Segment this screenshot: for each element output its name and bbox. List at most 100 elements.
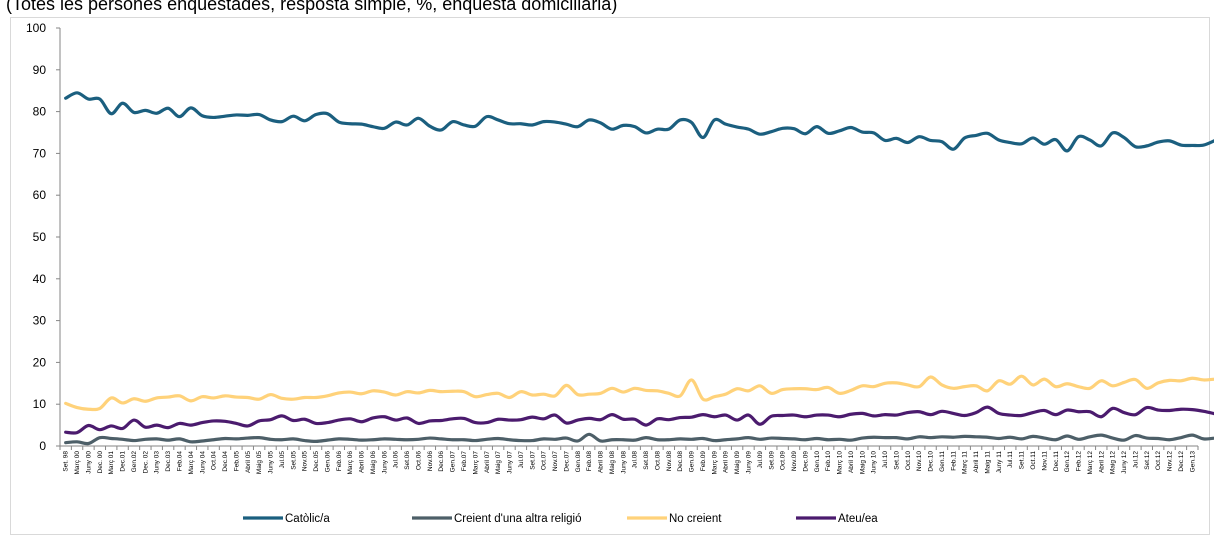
x-tick-label: Set.06	[404, 451, 411, 470]
x-tick-label: Jul.10	[882, 451, 889, 469]
x-tick-label: Dec.03	[165, 451, 172, 472]
x-tick-label: Dec.05	[313, 451, 320, 472]
x-tick-label: Gen.12	[1064, 451, 1071, 473]
x-tick-label: Jul.05	[279, 451, 286, 469]
x-tick-label: Dec.01	[120, 451, 127, 472]
x-tick-label: Jul.09	[757, 451, 764, 469]
x-tick-label: Gen.06	[324, 451, 331, 473]
x-tick-label: Feb.12	[1076, 451, 1083, 472]
legend-label-3: No creient	[669, 513, 722, 525]
x-tick-label: Nov.05	[302, 451, 309, 471]
x-tick-label: Dec.08	[677, 451, 684, 472]
x-tick-label: Feb.07	[461, 451, 468, 472]
x-tick-label: Jul.12	[1132, 451, 1139, 469]
chart-frame	[10, 17, 1210, 535]
x-tick-label: Maig 05	[256, 451, 263, 475]
x-axis-ticks: Set. 98 Març 00 Juny 00 Dec. 00 Març 01 Dec.0…	[59, 446, 1199, 475]
x-tick-label: Feb.04	[176, 451, 183, 472]
legend-label-2: Creient d'una altra religió	[454, 513, 582, 525]
x-tick-label: Oct.07	[541, 451, 548, 471]
x-tick-label: Set.10	[893, 451, 900, 470]
x-tick-label: Dec.09	[802, 451, 809, 472]
x-tick-label: Oct.09	[780, 451, 787, 471]
x-tick-label: Feb.09	[700, 451, 707, 472]
x-tick-label: Gen.07	[450, 451, 457, 473]
x-tick-label: Gen.10	[814, 451, 821, 473]
x-tick-label: Jul.08	[632, 451, 639, 469]
x-tick-label: Dec.10	[928, 451, 935, 472]
x-tick-label: Maig 11	[984, 451, 991, 474]
x-tick-label: Juny 06	[381, 451, 388, 474]
x-tick-label: Nov.09	[791, 451, 798, 471]
x-tick-label: Set.11	[1019, 451, 1026, 470]
x-tick-label: Juny 04	[199, 451, 206, 474]
x-tick-label: Dec. 02	[142, 451, 149, 474]
x-tick-label: Oct.10	[905, 451, 912, 471]
x-tick-label: Set.07	[529, 451, 536, 470]
x-tick-label: Gen.09	[689, 451, 696, 473]
legend-label-1: Catòlic/a	[285, 513, 330, 525]
x-tick-label: Març 09	[711, 451, 718, 475]
x-tick-label: Març 06	[347, 451, 354, 475]
x-tick-label: Abril 12	[1098, 451, 1105, 473]
x-tick-label: Set.12	[1144, 451, 1151, 470]
x-tick-label: Gen.11	[939, 451, 946, 472]
x-tick-label: Abril 09	[723, 451, 730, 473]
y-tick-label: 0	[39, 439, 46, 453]
x-tick-label: Abril 08	[598, 451, 605, 473]
x-tick-label: Dec.11	[1053, 451, 1060, 471]
x-tick-label: Maig 09	[734, 451, 741, 475]
x-tick-label: Gen.08	[575, 451, 582, 473]
x-tick-label: Nov.11	[1041, 451, 1048, 471]
x-tick-label: Març 01	[108, 451, 115, 475]
y-tick-label: 100	[26, 21, 46, 35]
x-tick-label: Dec.12	[1178, 451, 1185, 472]
x-tick-label: Abril 06	[359, 451, 366, 473]
x-tick-label: Set.05	[290, 451, 297, 470]
y-axis-ticks: 0 10 20 30 40 50 60 70 80 90 100	[26, 21, 60, 453]
x-tick-label: Març 10	[837, 451, 844, 475]
x-tick-label: Març 12	[1087, 451, 1094, 475]
x-tick-label: Dec.04	[222, 451, 229, 472]
y-tick-label: 70	[33, 146, 47, 160]
x-tick-label: Juny 03	[154, 451, 161, 474]
x-tick-label: Jul.07	[518, 451, 525, 469]
y-tick-label: 50	[33, 230, 47, 244]
x-tick-label: Nov.08	[666, 451, 673, 471]
x-tick-label: Dec.07	[563, 451, 570, 472]
x-tick-label: Maig 10	[859, 451, 866, 475]
x-tick-label: Juny 11	[996, 451, 1003, 474]
x-tick-label: Oct.04	[211, 451, 218, 471]
x-tick-label: Juny 05	[268, 451, 275, 474]
x-tick-label: Març 11	[962, 451, 969, 474]
x-tick-label: Juny 09	[745, 451, 752, 474]
x-tick-label: Jul.06	[393, 451, 400, 469]
x-tick-label: Gen.02	[131, 451, 138, 473]
x-tick-label: Març 00	[74, 451, 81, 475]
x-tick-label: Jul.11	[1007, 451, 1014, 468]
x-tick-label: Maig 08	[609, 451, 616, 475]
x-tick-label: Abril 07	[484, 451, 491, 473]
x-tick-label: Abril 05	[245, 451, 252, 473]
x-tick-label: Feb.05	[233, 451, 240, 472]
y-tick-label: 60	[33, 188, 47, 202]
chart-subtitle: (Totes les persones enquestades, respost…	[6, 0, 618, 14]
x-tick-label: Maig 06	[370, 451, 377, 475]
series-line-1	[64, 91, 1214, 153]
x-tick-label: Juny 10	[871, 451, 878, 474]
x-tick-label: Nov.06	[427, 451, 434, 471]
x-tick-label: Feb.08	[586, 451, 593, 472]
y-tick-label: 20	[33, 355, 47, 369]
axes	[59, 28, 1198, 447]
x-tick-label: Feb.11	[950, 451, 957, 471]
series-line-4	[64, 405, 1214, 435]
x-tick-label: Oct.08	[654, 451, 661, 471]
series-line-3	[64, 374, 1214, 412]
x-tick-label: Nov.07	[552, 451, 559, 471]
x-tick-label: Abril 11	[973, 451, 980, 473]
x-tick-label: Maig 07	[495, 451, 502, 475]
series-lines	[64, 91, 1214, 446]
x-tick-label: Dec. 00	[97, 451, 104, 474]
y-tick-label: 30	[33, 314, 47, 328]
